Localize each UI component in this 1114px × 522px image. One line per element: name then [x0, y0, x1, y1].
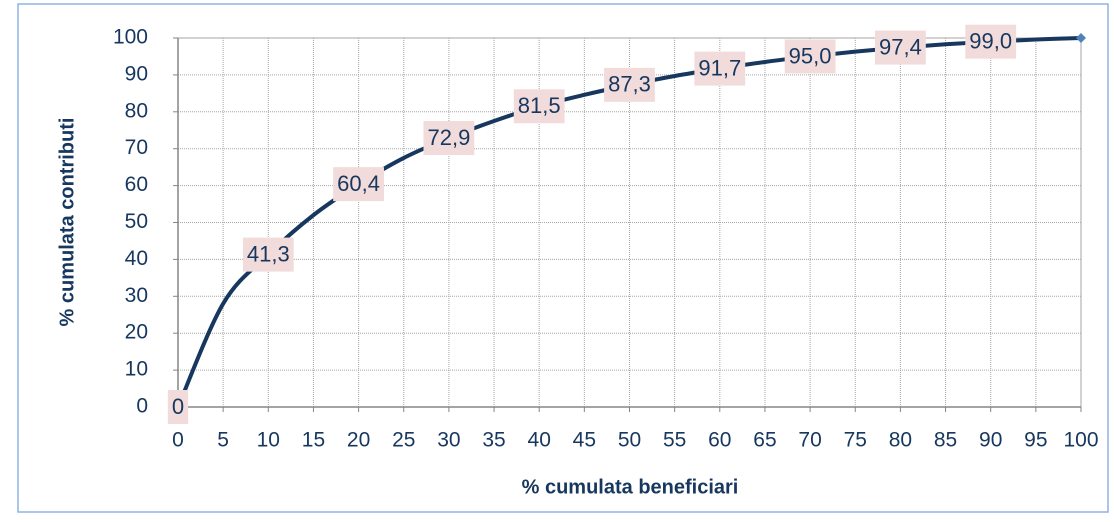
data-label-box	[965, 24, 1017, 59]
x-tick-label: 10	[257, 429, 280, 452]
x-tick-label: 15	[302, 429, 325, 452]
data-label-box	[694, 51, 746, 86]
x-tick-label: 100	[1063, 429, 1098, 452]
x-tick-label: 0	[172, 429, 184, 452]
x-tick-label: 40	[528, 429, 551, 452]
data-label: 87,3	[608, 72, 651, 97]
data-label-box	[333, 167, 385, 202]
y-tick-label: 10	[125, 358, 148, 381]
data-label-box	[423, 120, 475, 155]
data-label: 60,4	[337, 171, 380, 196]
data-label: 81,5	[518, 93, 561, 118]
x-tick-label: 85	[934, 429, 957, 452]
x-tick-label: 55	[663, 429, 686, 452]
x-tick-label: 65	[753, 429, 776, 452]
data-label-box	[242, 237, 294, 272]
x-tick-label: 25	[392, 429, 415, 452]
x-tick-label: 60	[708, 429, 731, 452]
data-label-box	[167, 390, 189, 424]
x-axis-title: % cumulata beneficiari	[522, 476, 739, 498]
data-label-box	[604, 67, 655, 102]
data-label: 95,0	[789, 43, 832, 68]
data-label: 97,4	[879, 34, 922, 59]
y-tick-label: 50	[125, 210, 148, 233]
data-label: 91,7	[698, 55, 741, 80]
x-tick-label: 90	[979, 429, 1002, 452]
data-label-box	[784, 39, 836, 74]
y-tick-label: 70	[125, 136, 148, 159]
end-marker	[1076, 33, 1086, 43]
y-tick-label: 0	[136, 395, 148, 418]
y-axis-title: % cumulata contributi	[56, 118, 78, 327]
x-tick-label: 50	[618, 429, 641, 452]
data-label-box	[874, 30, 926, 65]
x-tick-label: 80	[889, 429, 912, 452]
y-tick-label: 60	[125, 173, 148, 196]
data-label: 99,0	[969, 29, 1012, 54]
x-tick-label: 95	[1024, 429, 1047, 452]
x-tick-label: 75	[844, 429, 867, 452]
y-tick-label: 90	[125, 62, 148, 85]
y-tick-label: 100	[113, 26, 148, 49]
y-tick-label: 80	[125, 99, 148, 122]
y-tick-label: 30	[125, 284, 148, 307]
y-tick-label: 20	[125, 321, 148, 344]
data-label: 41,3	[247, 241, 290, 266]
x-tick-label: 5	[217, 429, 229, 452]
data-label: 0	[172, 394, 184, 419]
data-label-box	[513, 89, 565, 124]
y-tick-label: 40	[125, 247, 148, 270]
data-label: 72,9	[427, 125, 470, 150]
x-tick-label: 20	[347, 429, 370, 452]
x-tick-label: 45	[573, 429, 596, 452]
x-tick-label: 35	[482, 429, 505, 452]
x-tick-label: 30	[437, 429, 460, 452]
x-tick-label: 70	[798, 429, 821, 452]
